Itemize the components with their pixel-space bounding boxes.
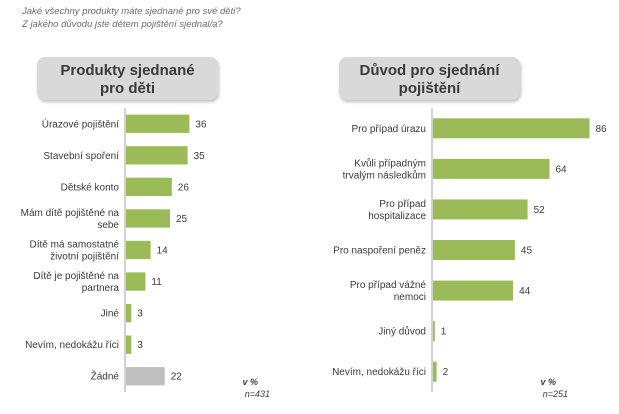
left-value-label-4: 14 bbox=[157, 246, 169, 257]
left-bar-5 bbox=[126, 272, 146, 291]
left-value-label-2: 26 bbox=[178, 182, 190, 193]
right-bar-1 bbox=[433, 158, 550, 179]
right-category-label-1: Kvůli případným trvalým následkům bbox=[343, 157, 426, 181]
right-chart-title: Důvod pro sjednání pojištění bbox=[339, 57, 520, 100]
right-category-label-1-line-0: Kvůli případným bbox=[354, 157, 426, 169]
right-value-label-3: 45 bbox=[521, 246, 533, 257]
right-value-label-6: 2 bbox=[443, 367, 449, 378]
right-bar-0 bbox=[433, 118, 590, 139]
left-category-label-3-line-1: sebe bbox=[97, 220, 119, 231]
left-category-label-3: Mám dítě pojištěné na sebe bbox=[21, 208, 120, 231]
right-category-label-5: Jiný důvod bbox=[378, 326, 426, 338]
left-category-label-0: Úrazové pojištění bbox=[42, 117, 119, 130]
left-category-label-1-line-0: Stavební spoření bbox=[43, 151, 119, 162]
left-bar-7 bbox=[126, 335, 132, 354]
right-category-label-0-line-0: Pro případ úrazu bbox=[352, 124, 427, 135]
left-chart-title-line-2: pro děti bbox=[100, 80, 155, 97]
left-category-label-4: Dítě má samostatné životní pojištění bbox=[30, 240, 120, 263]
right-category-label-3: Pro naspoření peněz bbox=[333, 246, 426, 257]
right-units-label: v % bbox=[540, 377, 556, 387]
question-line-2: Z jakého důvodu jste dětem pojištění sje… bbox=[22, 19, 223, 30]
left-units-label: v % bbox=[242, 377, 258, 387]
left-category-label-3-line-0: Mám dítě pojištěné na bbox=[21, 208, 120, 219]
left-bar-3 bbox=[126, 209, 170, 228]
right-bar-4 bbox=[433, 280, 514, 301]
left-category-label-4-line-1: životní pojištění bbox=[50, 252, 119, 263]
left-value-label-1: 35 bbox=[194, 151, 206, 162]
left-category-label-4-line-0: Dítě má samostatné bbox=[30, 240, 120, 251]
left-bar-2 bbox=[126, 177, 172, 196]
right-category-label-1-line-1: trvalým následkům bbox=[343, 169, 426, 181]
right-category-label-4: Pro případ vážné nemoci bbox=[350, 280, 427, 303]
right-category-label-2: Pro případ hospitalizace bbox=[368, 199, 426, 222]
right-bar-2 bbox=[433, 199, 528, 220]
right-sample-size: n=251 bbox=[542, 389, 568, 399]
right-value-label-0: 86 bbox=[596, 124, 608, 135]
right-bar-6 bbox=[433, 361, 437, 382]
left-bar-0 bbox=[126, 114, 190, 133]
right-bar-3 bbox=[433, 240, 515, 260]
right-category-label-5-line-0: Jiný důvod bbox=[378, 326, 426, 338]
right-category-label-2-line-0: Pro případ bbox=[379, 199, 426, 210]
left-category-label-6-line-0: Jiné bbox=[101, 309, 120, 320]
right-category-label-4-line-1: nemoci bbox=[394, 292, 426, 303]
left-category-label-6: Jiné bbox=[101, 309, 120, 320]
left-sample-size: n=431 bbox=[244, 389, 270, 399]
left-category-label-8: Žádné bbox=[91, 370, 120, 383]
left-value-label-3: 25 bbox=[176, 214, 188, 225]
right-category-label-6: Nevím, nedokážu říci bbox=[332, 367, 426, 378]
left-category-label-0-line-0: Úrazové pojištění bbox=[42, 117, 119, 130]
right-bar-5 bbox=[433, 321, 435, 342]
left-category-label-5-line-1: partnera bbox=[82, 283, 120, 294]
left-bar-1 bbox=[126, 146, 188, 165]
right-value-label-5: 1 bbox=[441, 327, 447, 338]
right-chart-title-line-2: pojištění bbox=[398, 80, 461, 97]
right-chart-title-line-1: Důvod pro sjednání bbox=[359, 62, 500, 79]
left-category-label-7: Nevím, nedokážu říci bbox=[25, 340, 119, 351]
right-category-label-2-line-1: hospitalizace bbox=[368, 211, 426, 222]
right-value-label-2: 52 bbox=[534, 205, 546, 216]
left-category-label-5: Dítě je pojištěné na partnera bbox=[33, 271, 119, 294]
right-category-label-4-line-0: Pro případ vážné bbox=[350, 280, 427, 291]
right-category-label-0: Pro případ úrazu bbox=[352, 124, 427, 135]
left-value-label-6: 3 bbox=[137, 309, 143, 320]
left-value-label-5: 11 bbox=[151, 277, 162, 288]
left-value-label-8: 22 bbox=[171, 372, 183, 383]
left-value-label-7: 3 bbox=[137, 340, 143, 351]
left-category-label-1: Stavební spoření bbox=[43, 151, 119, 162]
left-chart-title: Produkty sjednané pro děti bbox=[37, 57, 218, 100]
left-bar-6 bbox=[126, 304, 132, 323]
left-category-label-7-line-0: Nevím, nedokážu říci bbox=[25, 340, 119, 351]
left-chart-title-line-1: Produkty sjednané bbox=[60, 62, 195, 79]
left-category-label-8-line-0: Žádné bbox=[91, 370, 120, 383]
left-bar-4 bbox=[126, 240, 151, 260]
question-line-1: Jaké všechny produkty máte sjednané pro … bbox=[22, 6, 241, 17]
right-category-label-6-line-0: Nevím, nedokážu říci bbox=[332, 367, 426, 378]
right-value-label-1: 64 bbox=[556, 164, 568, 175]
right-value-label-4: 44 bbox=[519, 286, 531, 297]
left-bar-8 bbox=[126, 367, 165, 386]
left-category-label-2-line-0: Dětské konto bbox=[61, 182, 120, 193]
right-category-label-3-line-0: Pro naspoření peněz bbox=[333, 246, 426, 257]
left-category-label-2: Dětské konto bbox=[61, 182, 120, 193]
left-category-label-5-line-0: Dítě je pojištěné na bbox=[33, 271, 119, 282]
left-value-label-0: 36 bbox=[195, 119, 207, 130]
